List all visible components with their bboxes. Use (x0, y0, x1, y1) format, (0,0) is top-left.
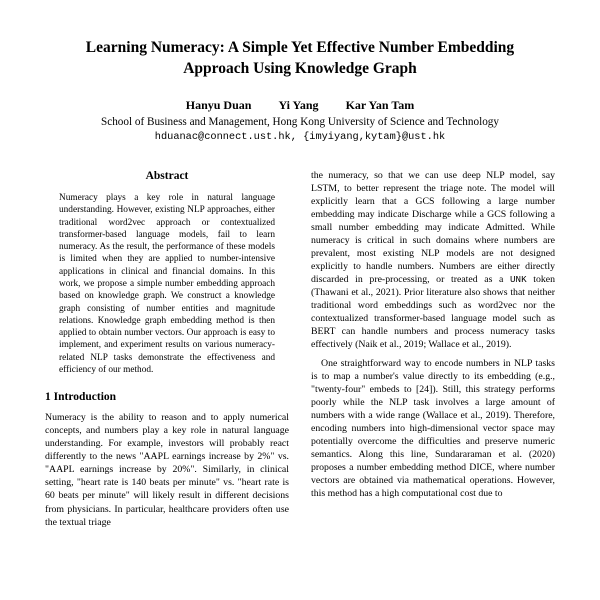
column2-paragraph-1: the numeracy, so that we can use deep NL… (311, 169, 555, 351)
paper-page: Learning Numeracy: A Simple Yet Effectiv… (0, 0, 600, 529)
abstract-heading: Abstract (45, 169, 289, 184)
paper-title: Learning Numeracy: A Simple Yet Effectiv… (45, 38, 555, 80)
author-3: Kar Yan Tam (346, 98, 415, 112)
intro-paragraph-1: Numeracy is the ability to reason and to… (45, 411, 289, 528)
column2-paragraph-2: One straightforward way to encode number… (311, 357, 555, 500)
author-2: Yi Yang (278, 98, 318, 112)
author-emails: hduanac@connect.ust.hk, {imyiyang,kytam}… (45, 131, 555, 143)
author-1: Hanyu Duan (186, 98, 252, 112)
title-line-2: Approach Using Knowledge Graph (183, 60, 417, 77)
title-line-1: Learning Numeracy: A Simple Yet Effectiv… (86, 39, 514, 56)
section-1-heading: 1 Introduction (45, 390, 289, 405)
unk-token: UNK (510, 274, 527, 285)
abstract-text: Numeracy plays a key role in natural lan… (59, 192, 275, 376)
author-block: Hanyu Duan Yi Yang Kar Yan Tam (45, 98, 555, 113)
two-column-body: Abstract Numeracy plays a key role in na… (45, 169, 555, 529)
col2-p1-part-b: token (Thawani et al., 2021). Prior lite… (311, 274, 555, 350)
col2-p1-part-a: the numeracy, so that we can use deep NL… (311, 170, 555, 285)
affiliation: School of Business and Management, Hong … (45, 116, 555, 128)
